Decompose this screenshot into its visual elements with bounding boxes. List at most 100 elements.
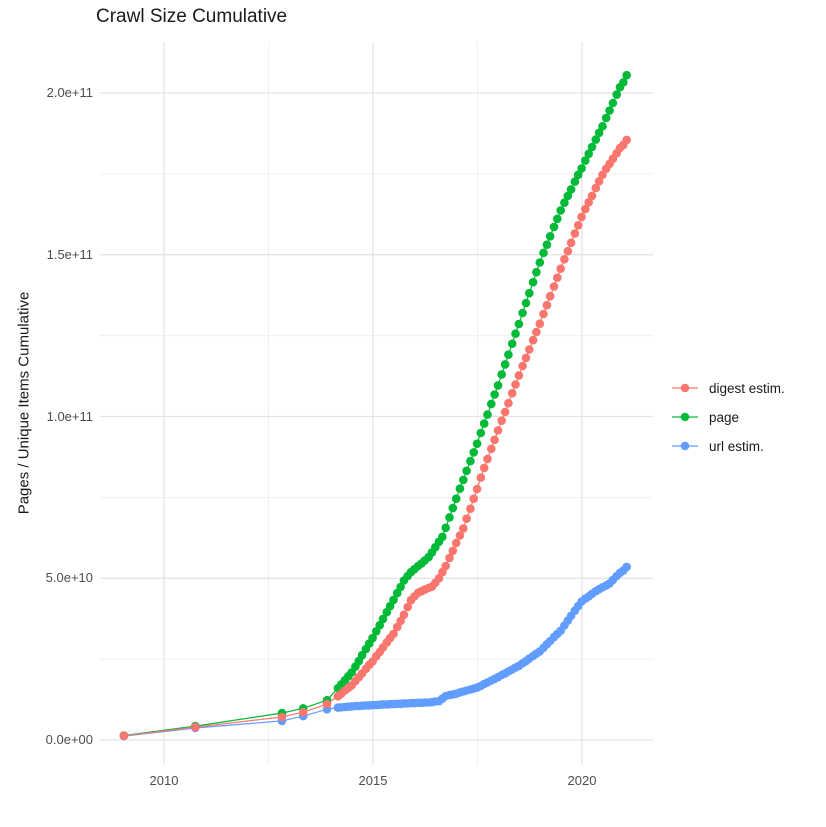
data-point-page [451,494,461,504]
data-point-page [619,78,628,87]
data-point-page [368,633,377,643]
data-point-page [487,399,496,409]
data-point-digest-estim- [466,504,475,513]
data-point-digest-estim- [493,426,503,435]
data-point-digest-estim- [584,198,593,207]
data-point-page [542,240,552,249]
data-point-url-estim- [622,562,631,572]
data-point-page [598,122,607,131]
data-point-digest-estim- [462,514,471,523]
data-point-page [563,191,573,201]
data-point-digest-estim- [521,353,531,363]
data-point-digest-estim- [445,553,454,563]
data-point-page [514,319,524,329]
series-line-url-estim- [123,566,628,737]
data-point-page [462,466,471,476]
data-point-page [476,428,486,438]
data-point-digest-estim- [469,494,479,504]
data-point-digest-estim- [594,177,604,186]
data-point-page [483,410,492,419]
data-point-page [591,135,601,144]
data-point-digest-estim- [577,212,586,222]
legend-label: digest estim. [709,380,785,396]
data-point-digest-estim- [581,204,590,214]
data-point-page [556,206,565,215]
data-point-digest-estim- [472,484,482,494]
data-point-digest-estim- [389,629,398,639]
data-point-page [493,381,503,390]
data-point-digest-estim- [587,191,597,201]
y-tick-label: 2.0e+11 [46,85,93,100]
legend: digest estim. page url estim. [670,378,785,456]
data-point-digest-estim- [570,229,580,238]
data-point-page [539,248,548,258]
data-point-page [528,277,538,287]
data-point-digest-estim- [591,183,601,193]
data-point-digest-estim- [459,524,468,533]
data-point-page [560,198,569,207]
data-point-digest-estim- [448,546,458,556]
data-point-page [584,149,593,159]
data-point-page [448,503,458,513]
data-point-page [553,214,562,224]
data-point-digest-estim- [483,454,492,464]
data-point-digest-estim- [566,238,576,248]
data-point-digest-estim- [119,731,129,741]
data-point-page [479,419,489,428]
data-point-digest-estim- [553,273,562,283]
legend-key-icon [672,383,698,393]
data-point-digest-estim- [403,602,413,612]
data-point-page [521,298,531,308]
data-point-digest-estim- [191,722,200,732]
legend-label: url estim. [709,438,764,454]
data-point-digest-estim- [399,610,409,620]
data-point-digest-estim- [476,473,486,482]
data-point-page [507,339,517,349]
data-point-digest-estim- [573,221,583,230]
data-point-page [566,185,576,194]
data-point-digest-estim- [556,264,565,274]
data-point-page [608,98,618,108]
data-point-digest-estim- [504,398,513,408]
data-point-page [545,232,555,241]
data-point-page [622,70,631,80]
data-point-digest-estim- [487,444,496,454]
y-tick-label: 0.0e+00 [45,732,93,747]
data-point-page [577,164,586,173]
data-point-digest-estim- [441,561,451,571]
data-point-page [525,288,534,298]
data-point-digest-estim- [542,300,552,310]
data-point-page [378,614,388,624]
legend-item-digest-estim-: digest estim. [670,378,785,398]
data-point-page [581,156,590,165]
data-point-page [500,360,510,369]
data-point-page [573,170,583,180]
data-point-page [587,142,597,152]
data-point-page [472,439,482,449]
data-point-page [605,106,614,115]
x-tick-label: 2015 [358,773,388,788]
data-point-digest-estim- [451,538,461,548]
y-tick-label: 5.0e+10 [45,570,93,586]
data-point-page [490,390,499,399]
legend-key-icon [672,412,698,422]
data-point-digest-estim- [560,254,569,264]
data-point-digest-estim- [535,319,545,329]
data-point-digest-estim- [518,361,527,371]
data-point-page [459,475,468,485]
data-point-digest-estim- [490,435,499,445]
y-tick-label: 1.0e+11 [46,408,93,424]
data-point-page [532,267,541,277]
data-point-page [601,113,611,123]
data-point-digest-estim- [322,699,332,709]
data-point-page [594,128,604,138]
data-point-digest-estim- [563,246,573,256]
x-tick-label: 2010 [149,773,179,788]
data-point-page [504,350,513,360]
data-point-page [469,448,479,457]
data-point-page [441,523,451,533]
data-point-digest-estim- [455,531,465,540]
data-point-digest-estim- [479,463,489,473]
